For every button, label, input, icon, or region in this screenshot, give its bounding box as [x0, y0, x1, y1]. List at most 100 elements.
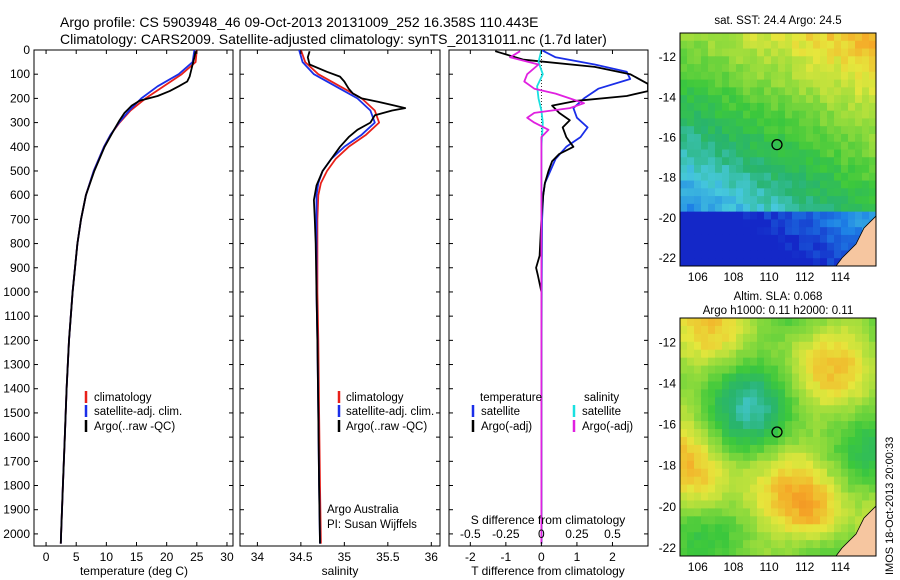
sst-map-cell [869, 79, 876, 88]
sla-map-cell [680, 516, 688, 525]
sla-map-cell [827, 508, 835, 517]
sla-map-cell [827, 357, 835, 367]
sla-map-cell [743, 437, 751, 446]
sla-map-cell [792, 437, 800, 446]
sst-map-cell [764, 56, 772, 65]
sla-map-cell [792, 500, 800, 509]
sla-map-cell [862, 500, 870, 509]
sla-map-cell [820, 397, 828, 406]
sst-map-cell [813, 211, 821, 220]
sst-map-cell [813, 79, 821, 88]
sla-map-cell [841, 365, 849, 375]
sst-map-cell [729, 180, 737, 189]
sst-map-cell [841, 33, 849, 42]
sla-map-cell [820, 389, 828, 398]
sst-map-cell [862, 40, 870, 50]
sst-map-cell [813, 110, 821, 120]
sst-map-cell [694, 165, 702, 174]
pi-label: PI: Susan Wijffels [327, 519, 417, 531]
sla-map-cell [792, 548, 800, 556]
sst-map-cell [680, 71, 688, 81]
sla-map-cell [680, 524, 688, 533]
sst-map-cell [806, 242, 814, 252]
sla-map-cell [743, 492, 751, 502]
sst-map-cell [778, 180, 786, 189]
sst-map-cell [771, 126, 779, 135]
sla-map-cell [806, 389, 814, 398]
sst-map-cell [708, 242, 716, 252]
sla-map-cell [701, 437, 709, 446]
sst-map-cell [855, 172, 863, 182]
sla-map-cell [778, 516, 786, 525]
sst-map-cell [806, 165, 814, 174]
sla-map-cell [694, 389, 702, 398]
sla-map-lat-label: -18 [659, 459, 677, 473]
sst-map-cell [750, 180, 758, 189]
sla-map-cell [750, 548, 758, 556]
temperature-xtick-label: 15 [130, 550, 144, 564]
sst-map-cell [855, 79, 863, 88]
sla-map-cell [799, 484, 807, 494]
sst-map-cell [848, 188, 856, 197]
sst-map-cell [813, 40, 821, 50]
sla-map-cell [792, 492, 800, 502]
sst-map-cell [799, 165, 807, 174]
sst-map-cell [701, 172, 709, 182]
sla-map-cell [743, 373, 751, 383]
sla-map-cell [750, 540, 758, 549]
sst-map-cell [820, 118, 828, 127]
sla-map-cell [785, 532, 793, 541]
sla-map-cell [729, 437, 737, 446]
sla-map-cell [813, 397, 821, 406]
sla-map-cell [834, 405, 842, 414]
sla-map-cell [729, 373, 737, 383]
sla-map-cell [715, 532, 723, 541]
sst-map-cell [736, 250, 744, 259]
sst-map-cell [806, 126, 814, 135]
sla-map-cell [680, 405, 688, 414]
sla-map-cell [869, 357, 876, 367]
sla-map-cell [827, 349, 835, 359]
sst-map-cell [848, 149, 856, 158]
sst-map-cell [785, 64, 793, 73]
sla-map-lat-label: -14 [659, 377, 677, 391]
sst-map-cell [855, 157, 863, 166]
sla-map-cell [701, 524, 709, 533]
sla-map-cell [799, 365, 807, 375]
sla-map-cell [869, 405, 876, 414]
sla-map-cell [806, 373, 814, 383]
sst-map-cell [743, 126, 751, 135]
sst-map-cell [722, 250, 730, 259]
sst-map-cell [701, 126, 709, 135]
sla-map-cell [848, 484, 856, 494]
sst-map-cell [813, 33, 821, 42]
sla-map-cell [848, 365, 856, 375]
sst-map-cell [701, 242, 709, 252]
sst-map-cell [687, 203, 695, 213]
sla-map-cell [799, 357, 807, 367]
sla-map-cell [701, 413, 709, 422]
sla-map-cell [848, 476, 856, 486]
sst-map-cell [855, 196, 863, 205]
sla-map-cell [715, 365, 723, 375]
sst-map-cell [687, 165, 695, 174]
sst-map-cell [806, 172, 814, 182]
sla-map-cell [743, 405, 751, 414]
difference-xtick-label: -1 [501, 550, 512, 564]
sst-map-cell [680, 258, 688, 266]
sst-map-cell [764, 48, 772, 57]
sla-map-cell [736, 484, 744, 494]
sla-map-cell [785, 397, 793, 406]
sst-map-cell [820, 33, 828, 42]
depth-tick-label: 1000 [3, 285, 30, 299]
sla-map-cell [701, 341, 709, 351]
sla-map-cell [792, 325, 800, 335]
sst-map-cell [764, 40, 772, 50]
sla-map-cell [687, 516, 695, 525]
sst-map-cell [799, 87, 807, 96]
sla-map-cell [820, 333, 828, 343]
sst-map-cell [785, 118, 793, 127]
sla-map-cell [722, 516, 730, 525]
sla-map-cell [743, 524, 751, 533]
land-mass [835, 215, 876, 266]
